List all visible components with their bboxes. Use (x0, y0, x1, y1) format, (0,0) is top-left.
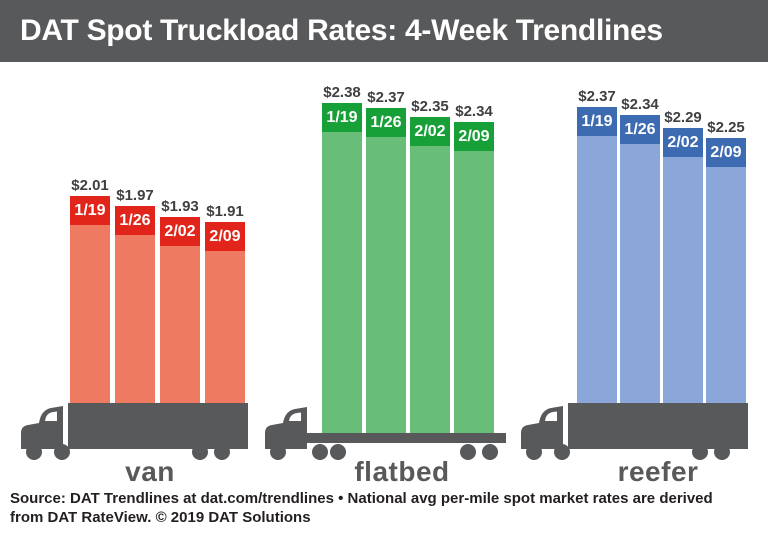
bar-van-2-02: $1.93 2/02 (160, 198, 200, 403)
bar-body (70, 225, 110, 403)
bar-reefer-2-09: $2.25 2/09 (706, 119, 746, 403)
bar-body (577, 136, 617, 403)
category-label-reefer: reefer (617, 456, 699, 487)
bar-date-cap: 2/09 (205, 222, 245, 251)
bar-date-cap: 1/26 (366, 108, 406, 137)
bar-date-cap: 2/02 (160, 217, 200, 246)
bar-value-label: $1.93 (161, 198, 199, 215)
bar-date-cap: 2/09 (454, 122, 494, 151)
category-label-flatbed: flatbed (354, 456, 450, 487)
bar-body (706, 167, 746, 403)
bar-value-label: $1.91 (206, 203, 244, 220)
category-label-van: van (125, 456, 175, 487)
bar-body (160, 246, 200, 403)
bar-value-label: $1.97 (116, 187, 154, 204)
bar-value-label: $2.37 (367, 89, 405, 106)
bar-value-label: $2.38 (323, 84, 361, 101)
bar-flatbed-2-02: $2.35 2/02 (410, 98, 450, 433)
bar-value-label: $2.34 (455, 103, 493, 120)
bar-date-cap: 1/19 (70, 196, 110, 225)
page-title: DAT Spot Truckload Rates: 4-Week Trendli… (20, 14, 663, 47)
bar-body (322, 132, 362, 433)
bar-body (663, 157, 703, 403)
bar-value-label: $2.25 (707, 119, 745, 136)
bar-date-cap: 1/26 (620, 115, 660, 144)
flatbed-truck-icon (262, 385, 512, 468)
bar-date-cap: 1/19 (322, 103, 362, 132)
bar-van-1-26: $1.97 1/26 (115, 187, 155, 403)
bar-flatbed-1-19: $2.38 1/19 (322, 84, 362, 433)
bar-date-cap: 2/02 (410, 117, 450, 146)
bar-value-label: $2.29 (664, 109, 702, 126)
bar-van-2-09: $1.91 2/09 (205, 203, 245, 403)
bar-value-label: $2.37 (578, 88, 616, 105)
bar-body (366, 137, 406, 433)
bar-value-label: $2.34 (621, 96, 659, 113)
bar-reefer-1-19: $2.37 1/19 (577, 88, 617, 403)
bar-van-1-19: $2.01 1/19 (70, 177, 110, 403)
reefer-truck-icon (518, 385, 758, 468)
bar-date-cap: 1/26 (115, 206, 155, 235)
bar-value-label: $2.35 (411, 98, 449, 115)
bar-body (620, 144, 660, 403)
bar-flatbed-1-26: $2.37 1/26 (366, 89, 406, 433)
van-truck-icon (18, 385, 258, 468)
bar-reefer-1-26: $2.34 1/26 (620, 96, 660, 403)
bar-date-cap: 2/09 (706, 138, 746, 167)
bar-body (454, 151, 494, 433)
bar-value-label: $2.01 (71, 177, 109, 194)
bar-date-cap: 1/19 (577, 107, 617, 136)
bar-body (115, 235, 155, 403)
chart-area: $2.01 1/19 $1.97 1/26 $1.93 2/02 $1.91 2/09 van $… (0, 62, 768, 490)
bar-body (205, 251, 245, 403)
bar-body (410, 146, 450, 433)
bar-date-cap: 2/02 (663, 128, 703, 157)
bar-reefer-2-02: $2.29 2/02 (663, 109, 703, 403)
source-note: Source: DAT Trendlines at dat.com/trendl… (10, 490, 713, 526)
title-bar: DAT Spot Truckload Rates: 4-Week Trendli… (0, 0, 768, 62)
bar-flatbed-2-09: $2.34 2/09 (454, 103, 494, 433)
